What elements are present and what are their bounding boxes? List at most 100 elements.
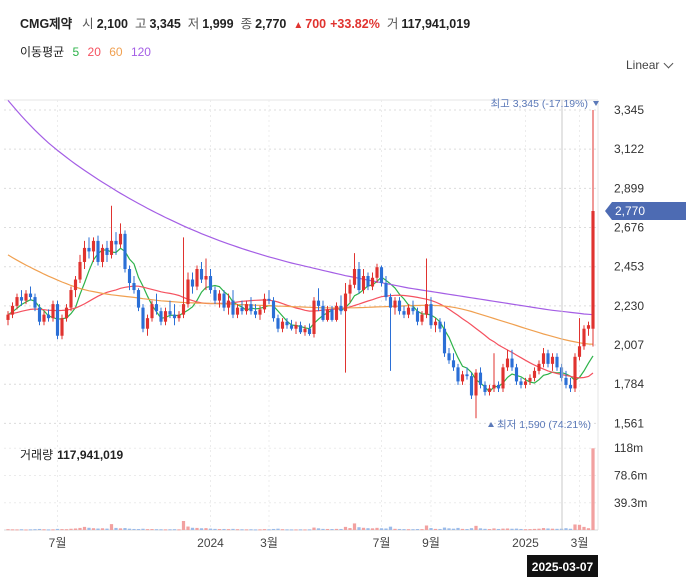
volume-bar [114,527,118,530]
candle-body [127,268,132,284]
candle-body [523,381,528,385]
candle-body [334,305,339,320]
volume-bar [519,528,523,530]
candle-body [190,279,195,287]
volume-bar [586,528,591,530]
candle-body [154,304,159,312]
ma-legend-60[interactable]: 60 [109,45,123,59]
candle-body [312,300,316,334]
close-label: 종 [240,17,253,31]
volume-value: 117,941,019 [401,17,471,31]
scale-selector[interactable]: Linear [626,58,674,72]
ma-legend-title: 이동평균 [20,45,65,59]
volume-tick-label: 78.6m [614,469,647,483]
volume-bar [127,528,132,530]
candle-body [141,307,145,329]
volume-bar [132,528,136,530]
candle-body [447,353,451,361]
volume-bar [510,528,514,530]
volume-tick-label: 118m [614,441,643,455]
candle-body [42,314,46,322]
candle-body [388,297,393,308]
candle-body [411,307,415,312]
candle-body [469,376,474,396]
price-tick-label: 1,784 [614,377,644,391]
candle-body [177,314,181,319]
candle-body [244,304,249,312]
candle-body [150,304,154,319]
candle-body [537,363,541,371]
volume-bar [577,524,582,530]
candle-body [289,325,294,329]
candle-body [541,353,546,364]
volume-bar [213,528,217,530]
candle-body [532,370,537,378]
volume-bar [289,529,294,531]
change-percent: +33.82% [330,17,380,31]
candle-body [280,321,285,329]
volume-bar [357,527,361,530]
candle-body [366,276,370,287]
volume-bar [312,527,316,530]
candle-body [298,325,303,333]
volume-bar [280,529,285,531]
price-tick-label: 2,007 [614,338,644,352]
volume-tick-label: 39.3m [614,496,647,510]
candle-body [253,311,258,315]
price-tick-label: 2,899 [614,181,644,195]
candle-body [591,211,595,329]
volume-bar [532,528,537,530]
price-tick-label: 3,122 [614,142,644,156]
moving-average-legend: 이동평균 5 20 60 120 [20,43,156,60]
volume-bar [208,528,213,530]
volume-bar [343,526,348,530]
candle-body [181,304,186,315]
candle-body [172,314,177,319]
max-annotation: 최고 3,345 (-17.19%) [490,98,588,110]
volume-panel-label: 거래량 [20,448,54,462]
candle-body [231,300,235,315]
time-tick-label: 2024 [197,536,224,550]
candle-body [28,293,33,298]
ma-legend-120[interactable]: 120 [130,45,151,59]
volume-bar [73,528,78,530]
volume-bar [411,529,415,531]
volume-bar [384,528,388,530]
ma-legend-20[interactable]: 20 [87,45,101,59]
candle-body [451,360,456,368]
candle-body [109,240,114,255]
volume-bar [109,524,114,530]
volume-bar [240,529,244,531]
candle-body [406,307,411,315]
candle-body [375,267,379,278]
volume-bar [262,529,267,531]
volume-bar [28,529,33,531]
volume-bar [501,528,505,530]
volume-bar [375,527,379,530]
candle-body [69,290,73,308]
volume-bar [505,528,510,530]
volume-bar [321,528,325,530]
candle-body [15,297,19,306]
volume-bar [60,529,64,531]
volume-bar [87,527,91,530]
volume-bar [550,528,555,530]
ma-legend-5[interactable]: 5 [72,45,80,59]
candle-body [438,321,442,329]
volume-bar [69,528,73,530]
candle-body [91,240,96,252]
candle-body [528,377,532,382]
open-label: 시 [82,17,94,31]
time-tick-label: 2025 [512,536,539,550]
candle-body [564,377,568,385]
candle-body [136,290,141,308]
candle-body [186,279,190,305]
volume-bar [420,529,424,531]
volume-bar [33,529,37,531]
candle-body [487,388,492,392]
volume-bar [402,529,406,531]
candle-body [402,311,406,315]
volume-bar [537,528,541,530]
candle-body [456,367,460,382]
